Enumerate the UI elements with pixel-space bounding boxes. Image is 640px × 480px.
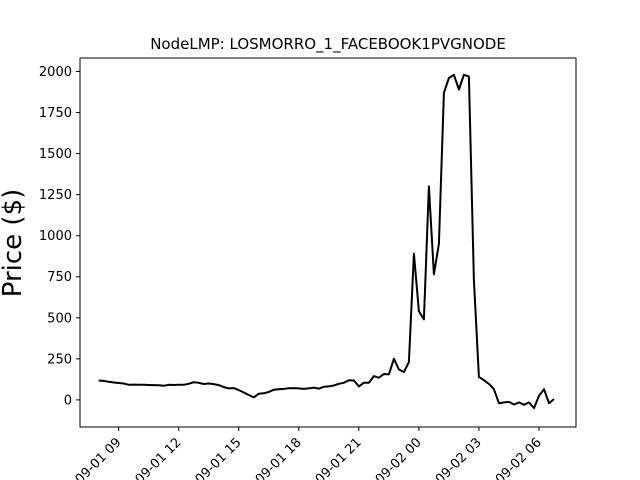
y-tick-label: 2000 [39, 65, 72, 80]
x-tick-label: 09-02 06 [493, 435, 545, 480]
y-axis: 0 250 500 750 1000 1250 1500 1750 2000 [39, 65, 80, 408]
x-tick-label: 09-01 18 [253, 435, 305, 480]
y-tick-label: 0 [64, 393, 72, 408]
y-tick-label: 1500 [39, 147, 72, 162]
plot-frame [79, 57, 577, 428]
y-tick-label: 750 [47, 270, 72, 285]
x-axis: 09-01 09 09-01 12 09-01 15 09-01 18 09-01 21… [73, 427, 545, 480]
y-tick-label: 1000 [39, 229, 72, 244]
y-axis-label: Price ($) [0, 189, 28, 298]
y-tick-label: 500 [47, 311, 72, 326]
x-tick-label: 09-02 03 [433, 435, 485, 480]
x-tick-label: 09-02 00 [373, 435, 425, 480]
x-tick-label: 09-01 15 [193, 435, 245, 480]
price-series-line [98, 73, 555, 410]
x-tick-label: 09-01 21 [313, 435, 365, 480]
y-tick-label: 1250 [39, 188, 72, 203]
y-tick-label: 1750 [39, 106, 72, 121]
chart-title: NodeLMP: LOSMORRO_1_FACEBOOK1PVGNODE [150, 35, 506, 54]
x-tick-label: 09-01 09 [73, 435, 125, 480]
y-tick-label: 250 [47, 352, 72, 367]
x-tick-label: 09-01 12 [133, 435, 185, 480]
